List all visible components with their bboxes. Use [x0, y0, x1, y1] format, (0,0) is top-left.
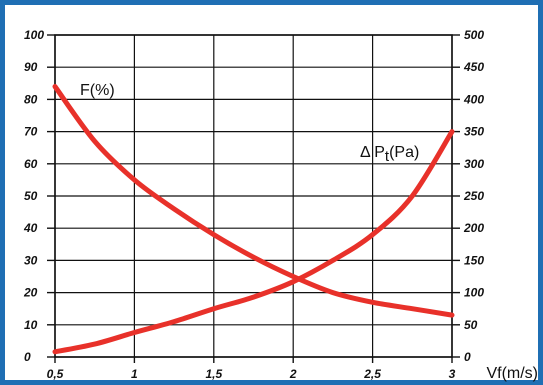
series-line-2 [52, 129, 455, 355]
right-tick-label: 100 [464, 286, 484, 300]
left-tick-label: 20 [23, 286, 38, 300]
right-tick-label: 150 [464, 253, 484, 267]
right-tick-label: 50 [464, 318, 478, 332]
right-tick-label: 200 [463, 221, 484, 235]
left-tick-label: 10 [24, 318, 38, 332]
right-tick-label: 500 [464, 28, 484, 42]
right-tick-label: 350 [464, 125, 484, 139]
series-line-1 [52, 84, 455, 318]
right-tick-label: 450 [463, 60, 484, 74]
x-axis-title: Vf(m/s) [486, 365, 538, 382]
left-tick-label: 70 [24, 125, 38, 139]
left-tick-label: 50 [24, 189, 38, 203]
right-tick-label: 0 [464, 350, 471, 364]
x-tick-label: 3 [449, 367, 456, 381]
series-label-pressure: Δ Pt(Pa) [360, 144, 419, 165]
left-tick-label: 40 [23, 221, 38, 235]
x-tick-label: 1 [131, 367, 138, 381]
left-tick-label: 60 [24, 157, 38, 171]
x-tick-label: 2,5 [363, 367, 381, 381]
left-tick-label: 90 [24, 60, 38, 74]
right-tick-label: 300 [464, 157, 484, 171]
series-label-f: F(%) [80, 82, 115, 99]
left-tick-label: 100 [24, 28, 44, 42]
x-tick-label: 1,5 [205, 367, 222, 381]
left-tick-label: 30 [24, 253, 38, 267]
x-tick-label: 2 [289, 367, 297, 381]
left-tick-label: 80 [24, 92, 38, 106]
left-tick-label: 0 [24, 350, 31, 364]
right-tick-label: 250 [463, 189, 484, 203]
right-tick-label: 400 [463, 92, 484, 106]
x-tick-label: 0,5 [47, 367, 64, 381]
